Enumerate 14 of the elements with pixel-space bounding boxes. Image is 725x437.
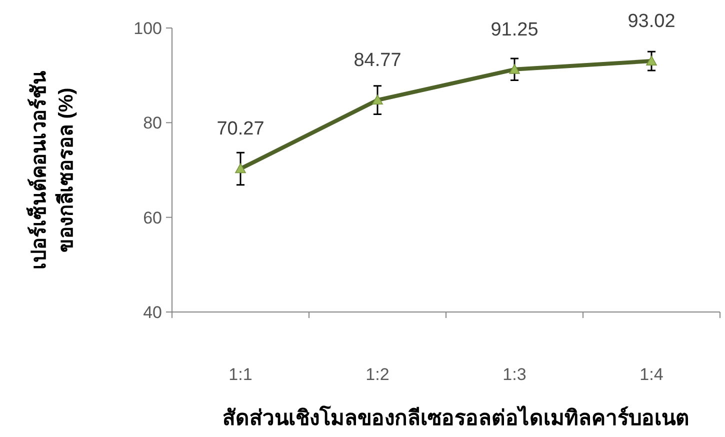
y-axis-title: เปอร์เซ็นต์คอนเวอร์ชัน ของกลีเซอรอล (%) [26,70,78,270]
data-label: 84.77 [354,50,402,72]
y-tick-label: 40 [143,303,162,322]
data-label: 70.27 [216,118,264,140]
data-label: 91.25 [490,19,538,40]
data-label: 93.02 [628,11,676,32]
x-tick-label: 1:1 [228,365,252,384]
x-axis-title: สัดส่วนเชิงโมลของกลีเซอรอลต่อไดเมทิลคาร์บอเนต [222,405,690,430]
y-tick-label: 80 [143,114,162,133]
y-tick-label: 60 [143,208,162,228]
x-tick-label: 1:3 [502,365,526,384]
x-tick-label: 1:4 [640,365,664,384]
y-tick-label: 100 [134,19,162,38]
x-tick-label: 1:2 [366,365,390,384]
